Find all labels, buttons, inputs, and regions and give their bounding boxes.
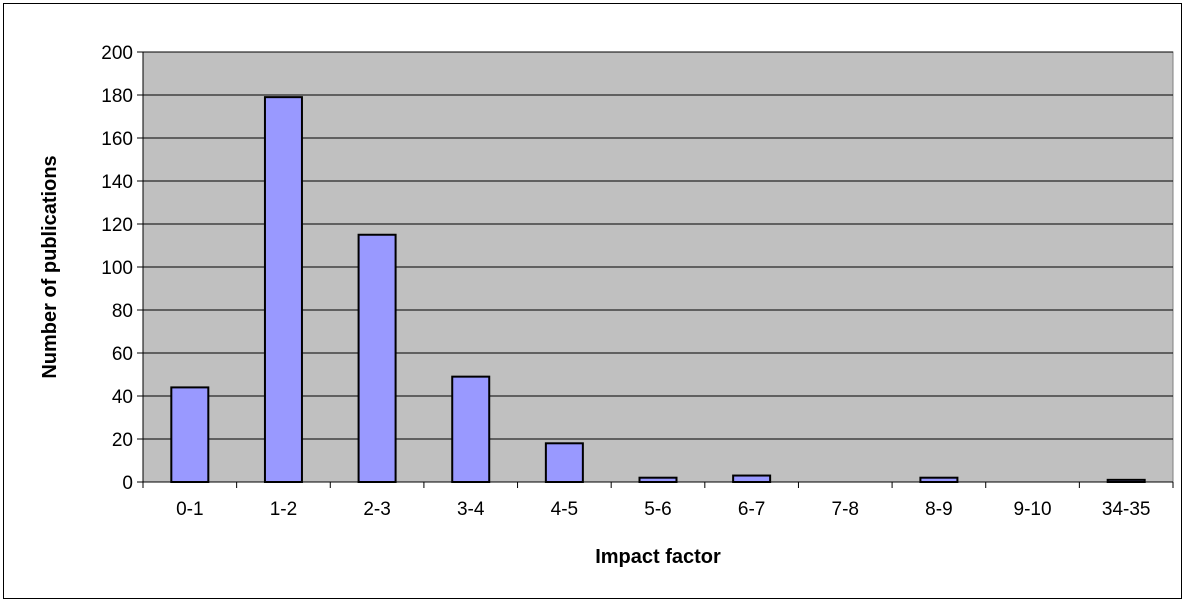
bars: [170, 96, 1146, 484]
y-axis: 0 20 40 60 80 100 120 140 160 180 200: [101, 43, 144, 494]
x-tick-label: 9-10: [1014, 499, 1052, 520]
bar-4-5: [544, 442, 584, 483]
x-tick-label: 1-2: [270, 499, 297, 520]
x-tick-label: 8-9: [925, 499, 952, 520]
y-tick-label: 140: [101, 172, 133, 193]
x-tick-label: 0-1: [176, 499, 203, 520]
y-tick-label: 100: [101, 258, 133, 279]
x-axis: 0-1 1-2 2-3 3-4 4-5 5-6 6-7 7-8 8-9 9-10 34-35: [142, 481, 1174, 520]
x-tick-label: 7-8: [832, 499, 859, 520]
y-axis-title: Number of publications: [39, 155, 61, 378]
bar-3-4: [451, 375, 491, 483]
y-tick-label: 200: [101, 43, 133, 64]
y-tick-label: 40: [112, 387, 133, 408]
bar-34-35: [1106, 478, 1146, 484]
x-tick-label: 5-6: [644, 499, 671, 520]
y-tick-label: 60: [112, 344, 133, 365]
bar-5-6: [638, 476, 678, 484]
y-tick-label: 20: [112, 430, 133, 451]
y-tick-label: 120: [101, 215, 133, 236]
x-tick-label: 6-7: [738, 499, 765, 520]
bar-2-3: [357, 233, 397, 483]
y-tick-label: 0: [122, 473, 133, 494]
y-tick-label: 160: [101, 129, 133, 150]
x-tick-label: 2-3: [363, 499, 390, 520]
x-axis-title: Impact factor: [595, 546, 721, 568]
x-tick-label: 3-4: [457, 499, 485, 520]
y-tick-label: 80: [112, 301, 133, 322]
grid-lines: [143, 51, 1173, 440]
bar-6-7: [732, 474, 772, 483]
bar-0-1: [170, 386, 210, 483]
y-tick-label: 180: [101, 86, 133, 107]
bar-1-2: [263, 96, 303, 484]
x-tick-label: 4-5: [551, 499, 578, 520]
bar-8-9: [919, 476, 959, 484]
x-tick-label: 34-35: [1102, 499, 1151, 520]
